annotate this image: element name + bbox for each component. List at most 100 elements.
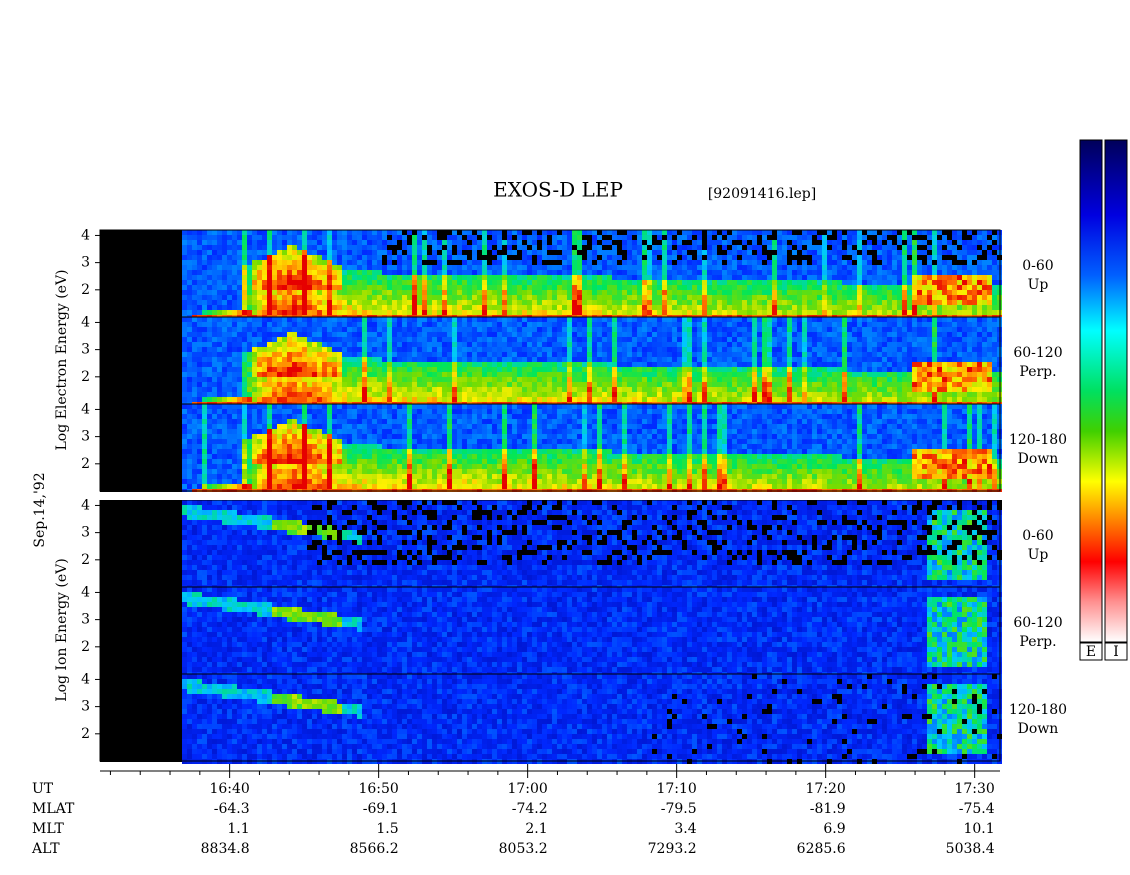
spectrogram-cell bbox=[712, 367, 717, 372]
spectrogram-cell bbox=[407, 332, 412, 337]
spectrogram-cell bbox=[437, 305, 442, 310]
spectrogram-cell bbox=[617, 285, 622, 290]
spectrogram-cell bbox=[272, 250, 277, 255]
spectrogram-cell bbox=[467, 285, 472, 290]
spectrogram-cell bbox=[407, 310, 412, 315]
spectrogram-cell bbox=[787, 270, 792, 275]
spectrogram-cell bbox=[357, 392, 362, 397]
spectrogram-cell bbox=[312, 337, 317, 342]
spectrogram-cell bbox=[242, 260, 247, 265]
spectrogram-cell bbox=[882, 275, 887, 280]
spectrogram-cell bbox=[187, 352, 192, 357]
spectrogram-cell bbox=[917, 245, 922, 250]
spectrogram-cell bbox=[322, 337, 327, 342]
spectrogram-cell bbox=[982, 250, 987, 255]
spectrogram-cell bbox=[387, 377, 392, 382]
spectrogram-cell bbox=[457, 280, 462, 285]
spectrogram-cell bbox=[487, 382, 492, 387]
spectrogram-cell bbox=[412, 310, 417, 315]
spectrogram-cell bbox=[717, 275, 722, 280]
spectrogram-cell bbox=[207, 352, 212, 357]
spectrogram-cell bbox=[332, 397, 337, 402]
spectrogram-cell bbox=[942, 290, 947, 295]
spectrogram-cell bbox=[522, 347, 527, 352]
spectrogram-cell bbox=[987, 230, 992, 235]
spectrogram-cell bbox=[897, 240, 902, 245]
spectrogram-cell bbox=[562, 310, 567, 315]
spectrogram-cell bbox=[497, 290, 502, 295]
spectrogram-cell bbox=[292, 240, 297, 245]
spectrogram-cell bbox=[722, 260, 727, 265]
spectrogram-cell bbox=[382, 265, 387, 270]
spectrogram-cell bbox=[697, 295, 702, 300]
spectrogram-cell bbox=[357, 280, 362, 285]
spectrogram-cell bbox=[682, 230, 687, 235]
spectrogram-cell bbox=[652, 382, 657, 387]
spectrogram-cell bbox=[597, 285, 602, 290]
spectrogram-cell bbox=[952, 310, 957, 315]
spectrogram-cell bbox=[627, 290, 632, 295]
spectrogram-cell bbox=[482, 280, 487, 285]
spectrogram-cell bbox=[377, 332, 382, 337]
spectrogram-cell bbox=[512, 310, 517, 315]
spectrogram-cell bbox=[677, 305, 682, 310]
spectrogram-cell bbox=[922, 265, 927, 270]
spectrogram-cell bbox=[262, 337, 267, 342]
spectrogram-cell bbox=[367, 347, 372, 352]
spectrogram-cell bbox=[462, 265, 467, 270]
spectrogram-cell bbox=[722, 270, 727, 275]
spectrogram-cell bbox=[852, 310, 857, 315]
spectrogram-cell bbox=[512, 240, 517, 245]
spectrogram-cell bbox=[427, 280, 432, 285]
spectrogram-cell bbox=[417, 327, 422, 332]
spectrogram-cell bbox=[967, 245, 972, 250]
spectrogram-cell bbox=[827, 290, 832, 295]
spectrogram-cell bbox=[202, 387, 207, 392]
spectrogram-cell bbox=[877, 265, 882, 270]
spectrogram-cell bbox=[542, 337, 547, 342]
spectrogram-cell bbox=[587, 270, 592, 275]
spectrogram-cell bbox=[272, 367, 277, 372]
spectrogram-cell bbox=[612, 372, 617, 377]
spectrogram-cell bbox=[267, 392, 272, 397]
spectrogram-cell bbox=[362, 265, 367, 270]
spectrogram-cell bbox=[627, 317, 632, 322]
spectrogram-cell bbox=[392, 255, 397, 260]
spectrogram-cell bbox=[672, 372, 677, 377]
spectrogram-cell bbox=[597, 250, 602, 255]
spectrogram-cell bbox=[502, 230, 507, 235]
spectrogram-cell bbox=[467, 382, 472, 387]
spectrogram-cell bbox=[567, 285, 572, 290]
spectrogram-cell bbox=[347, 235, 352, 240]
spectrogram-cell bbox=[742, 377, 747, 382]
spectrogram-cell bbox=[522, 352, 527, 357]
spectrogram-cell bbox=[807, 285, 812, 290]
spectrogram-cell bbox=[707, 265, 712, 270]
spectrogram-cell bbox=[292, 387, 297, 392]
spectrogram-cell bbox=[592, 235, 597, 240]
spectrogram-cell bbox=[382, 250, 387, 255]
spectrogram-cell bbox=[777, 255, 782, 260]
spectrogram-cell bbox=[562, 255, 567, 260]
spectrogram-cell bbox=[202, 332, 207, 337]
spectrogram-cell bbox=[532, 290, 537, 295]
spectrogram-cell bbox=[982, 295, 987, 300]
spectrogram-cell bbox=[357, 285, 362, 290]
spectrogram-cell bbox=[687, 295, 692, 300]
spectrogram-cell bbox=[547, 310, 552, 315]
spectrogram-cell bbox=[212, 275, 217, 280]
spectrogram-cell bbox=[747, 245, 752, 250]
spectrogram-cell bbox=[457, 255, 462, 260]
spectrogram-cell bbox=[267, 250, 272, 255]
spectrogram-cell bbox=[717, 367, 722, 372]
spectrogram-cell bbox=[247, 240, 252, 245]
spectrogram-cell bbox=[362, 397, 367, 402]
spectrogram-cell bbox=[592, 362, 597, 367]
spectrogram-cell bbox=[222, 322, 227, 327]
spectrogram-cell bbox=[717, 332, 722, 337]
spectrogram-cell bbox=[627, 372, 632, 377]
spectrogram-cell bbox=[392, 397, 397, 402]
spectrogram-cell bbox=[882, 285, 887, 290]
spectrogram-cell bbox=[622, 245, 627, 250]
spectrogram-cell bbox=[292, 290, 297, 295]
